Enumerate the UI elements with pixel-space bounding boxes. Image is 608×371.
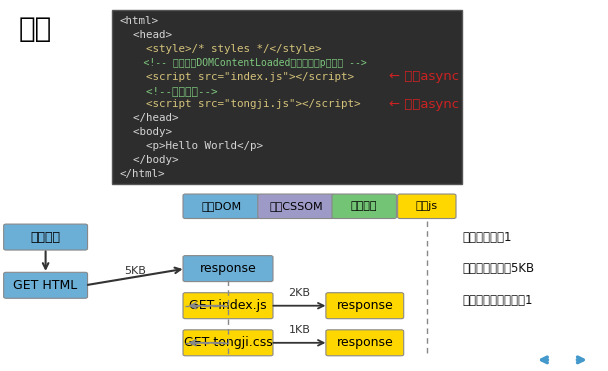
- Text: 优化: 优化: [18, 15, 52, 43]
- Text: ← 添加async: ← 添加async: [389, 98, 459, 111]
- FancyBboxPatch shape: [326, 293, 404, 319]
- Text: <body>: <body>: [120, 127, 172, 137]
- Text: GET HTML: GET HTML: [13, 279, 78, 292]
- Text: 关键资源数：1: 关键资源数：1: [462, 231, 511, 244]
- FancyBboxPatch shape: [183, 194, 260, 219]
- FancyBboxPatch shape: [183, 293, 273, 319]
- FancyBboxPatch shape: [4, 272, 88, 298]
- Text: 2KB: 2KB: [288, 288, 311, 298]
- Text: </head>: </head>: [120, 114, 178, 123]
- Text: <script src="tongji.js"></script>: <script src="tongji.js"></script>: [120, 99, 361, 109]
- Text: response: response: [336, 299, 393, 312]
- Text: <html>: <html>: [120, 16, 159, 26]
- Text: ← 添加async: ← 添加async: [389, 70, 459, 83]
- Text: 构建CSSOM: 构建CSSOM: [269, 201, 323, 211]
- Text: <style>/* styles */</style>: <style>/* styles */</style>: [120, 44, 321, 54]
- Text: <script src="index.js"></script>: <script src="index.js"></script>: [120, 72, 354, 82]
- Text: </html>: </html>: [120, 169, 165, 179]
- Text: <p>Hello World</p>: <p>Hello World</p>: [120, 141, 263, 151]
- Text: 关键资源体积：5KB: 关键资源体积：5KB: [462, 262, 534, 276]
- FancyBboxPatch shape: [332, 194, 396, 219]
- Text: 1KB: 1KB: [289, 325, 310, 335]
- Text: 关键资源网络来回：1: 关键资源网络来回：1: [462, 294, 533, 307]
- Text: GET index.js: GET index.js: [189, 299, 267, 312]
- Text: GET tongji.css: GET tongji.css: [184, 336, 272, 349]
- Text: 5KB: 5KB: [125, 266, 146, 276]
- Text: response: response: [336, 336, 393, 349]
- Text: response: response: [199, 262, 257, 275]
- Text: </body>: </body>: [120, 155, 178, 165]
- Text: 执行js: 执行js: [416, 201, 438, 211]
- FancyBboxPatch shape: [183, 330, 273, 356]
- FancyBboxPatch shape: [183, 256, 273, 282]
- Text: <!-- 该脚本在DOMContentLoaded后，会修改p的内容 -->: <!-- 该脚本在DOMContentLoaded后，会修改p的内容 -->: [120, 58, 367, 68]
- FancyBboxPatch shape: [258, 194, 334, 219]
- FancyBboxPatch shape: [326, 330, 404, 356]
- Text: 渲染页面: 渲染页面: [351, 201, 378, 211]
- Text: 构建DOM: 构建DOM: [201, 201, 241, 211]
- FancyBboxPatch shape: [398, 194, 456, 219]
- Text: 请求网页: 请求网页: [30, 230, 61, 244]
- FancyBboxPatch shape: [112, 10, 462, 184]
- Text: <head>: <head>: [120, 30, 172, 40]
- Text: <!--百度统计-->: <!--百度统计-->: [120, 86, 217, 96]
- FancyBboxPatch shape: [4, 224, 88, 250]
